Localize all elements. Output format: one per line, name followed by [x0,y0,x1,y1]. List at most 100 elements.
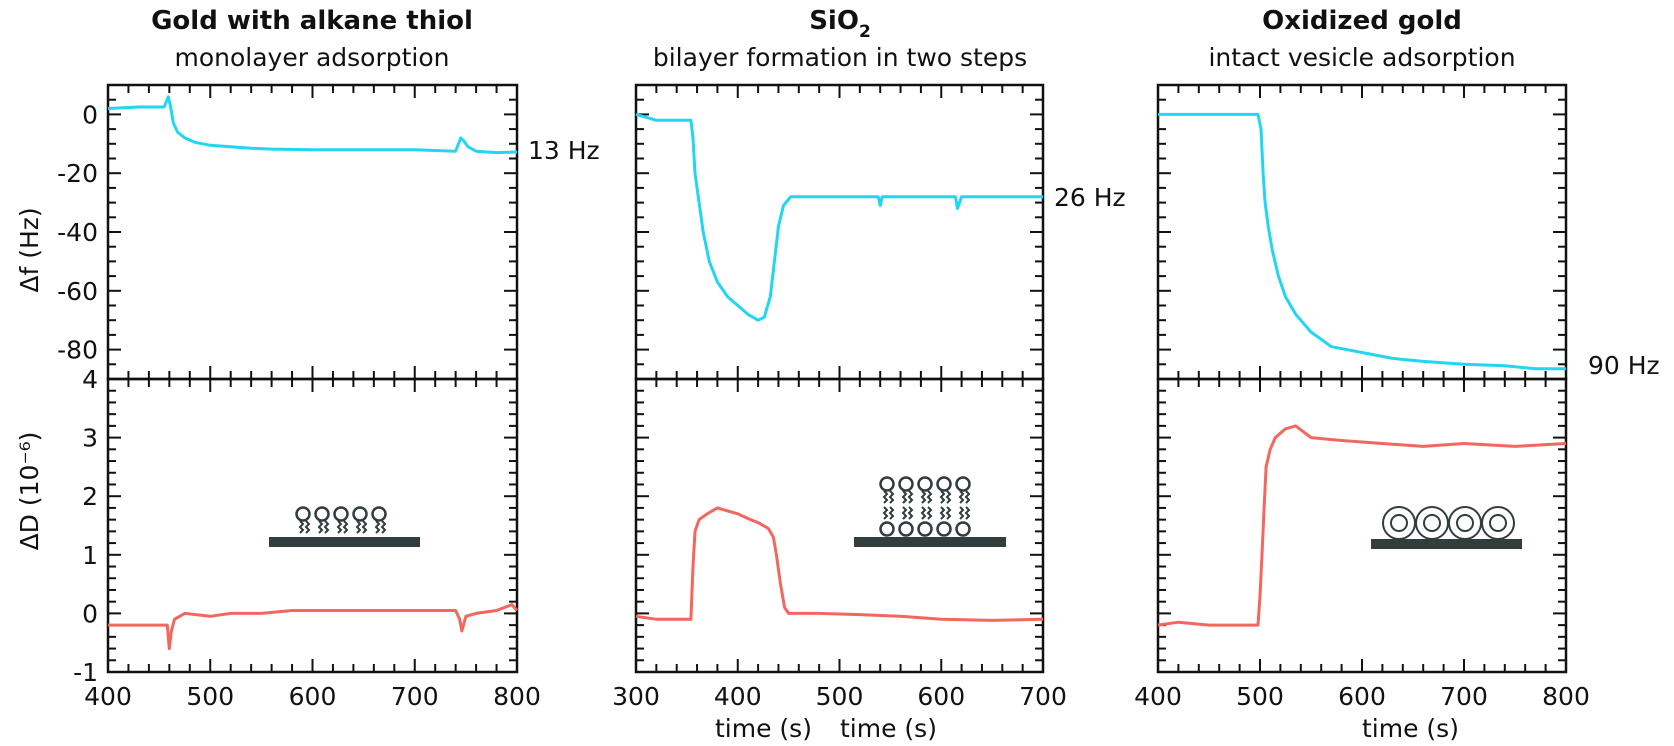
x-tick-label: 800 [1542,682,1590,711]
title-subscript: 2 [859,22,871,42]
lipid-tail-icon [958,506,971,520]
vesicle-outer-icon [1415,506,1449,540]
title-text: SiO [809,6,859,36]
lipid-head-icon [898,521,914,537]
lipid-head-icon [898,476,914,492]
lipid-tail-icon [939,506,952,520]
lipid-head-icon [879,521,895,537]
frequency-series-line [107,95,518,155]
lipid-head-icon [371,506,387,522]
lipid-head-icon [955,476,971,492]
frequency-series-line [1158,112,1566,371]
panel-sio2: SiO2 bilayer formation in two steps 26 H… [612,6,1126,743]
dissipation-series-line [635,506,1044,622]
vesicles-illustration [1371,506,1522,549]
x-tick-label: 500 [186,682,234,711]
lipid-tail-icon [374,520,387,534]
frequency-plot-frame [106,83,519,381]
panel-title: Gold with alkane thiol [151,6,473,36]
x-tick-label: 700 [1019,682,1067,711]
lipid-tail-icon [958,490,971,504]
x-tick-label: 300 [612,682,660,711]
lipid-head-icon [333,506,349,522]
lipid-tail-icon [901,490,914,504]
lipid-tail-icon [317,520,330,534]
lipid-head-icon [314,506,330,522]
x-tick-label: 500 [816,682,864,711]
frequency-shift-label: 90 Hz [1588,351,1660,380]
lipid-tail-icon [920,506,933,520]
substrate-bar [1371,539,1522,549]
lipid-head-icon [295,506,311,522]
dissipation-series-line [108,603,519,651]
lipid-head-icon [936,476,952,492]
x-tick-label: 600 [917,682,965,711]
lipid-head-icon [917,476,933,492]
dissipation-series-line [1157,424,1567,627]
y-tick-label: 0 [82,100,98,129]
x-tick-label: 400 [84,682,132,711]
frequency-plot-frame [634,83,1045,381]
vesicle-inner-icon [1390,514,1408,532]
bilayer-illustration [854,476,1006,547]
y-tick-label: 4 [82,365,98,394]
panel-subtitle: bilayer formation in two steps [653,43,1027,72]
y-tick-label: -1 [73,658,98,687]
lipid-tail-icon [882,506,895,520]
lipid-tail-icon [355,520,368,534]
lipid-tail-icon [336,520,349,534]
lipid-tail-icon [882,490,895,504]
frequency-shift-label: 26 Hz [1054,183,1126,212]
frequency-shift-label: 13 Hz [528,136,600,165]
lipid-head-icon [936,521,952,537]
panel-subtitle: intact vesicle adsorption [1208,43,1515,72]
substrate-bar [269,537,420,547]
y-tick-label: 0 [82,599,98,628]
dissipation-plot-frame [106,377,519,674]
x-tick-label: 700 [391,682,439,711]
frequency-plot-frame [1156,83,1568,381]
monolayer-illustration [269,506,420,547]
x-tick-label: 700 [1440,682,1488,711]
x-tick-label: 400 [1134,682,1182,711]
x-axis-label: time (s) [840,714,937,743]
vesicle-outer-icon [1382,506,1416,540]
lipid-head-icon [955,521,971,537]
vesicle-outer-icon [1448,506,1482,540]
vesicle-inner-icon [1489,514,1507,532]
panel-oxidized-gold: Oxidized gold intact vesicle adsorption … [1134,6,1660,743]
x-axis-label: time (s) [1362,714,1459,743]
vesicle-inner-icon [1423,514,1441,532]
vesicle-outer-icon [1481,506,1515,540]
lipid-tail-icon [920,490,933,504]
y-tick-label: 1 [82,541,98,570]
vesicle-inner-icon [1456,514,1474,532]
y-tick-label: -80 [57,336,98,365]
lipid-head-icon [879,476,895,492]
panel-subtitle: monolayer adsorption [175,43,450,72]
panel-title: Oxidized gold [1262,6,1462,36]
x-tick-label: 800 [493,682,541,711]
x-tick-label: 400 [714,682,762,711]
lipid-tail-icon [298,520,311,534]
panel-gold-alkane-thiol: Gold with alkane thiol monolayer adsorpt… [57,6,812,743]
substrate-bar [854,537,1006,547]
y-axis-label-dissipation: ΔD (10⁻⁶) [15,432,44,551]
x-axis-label: time (s) [715,714,812,743]
panel-title: SiO2 [809,6,871,42]
lipid-head-icon [352,506,368,522]
y-tick-label: -60 [57,277,98,306]
y-tick-label: 2 [82,482,98,511]
x-tick-label: 600 [289,682,337,711]
x-tick-label: 600 [1338,682,1386,711]
y-axis-label-frequency: Δf (Hz) [15,207,44,292]
y-tick-label: -20 [57,159,98,188]
x-tick-label: 500 [1236,682,1284,711]
y-tick-label: -40 [57,218,98,247]
lipid-tail-icon [901,506,914,520]
lipid-tail-icon [939,490,952,504]
frequency-series-line [635,112,1043,322]
lipid-head-icon [917,521,933,537]
y-tick-label: 3 [82,424,98,453]
